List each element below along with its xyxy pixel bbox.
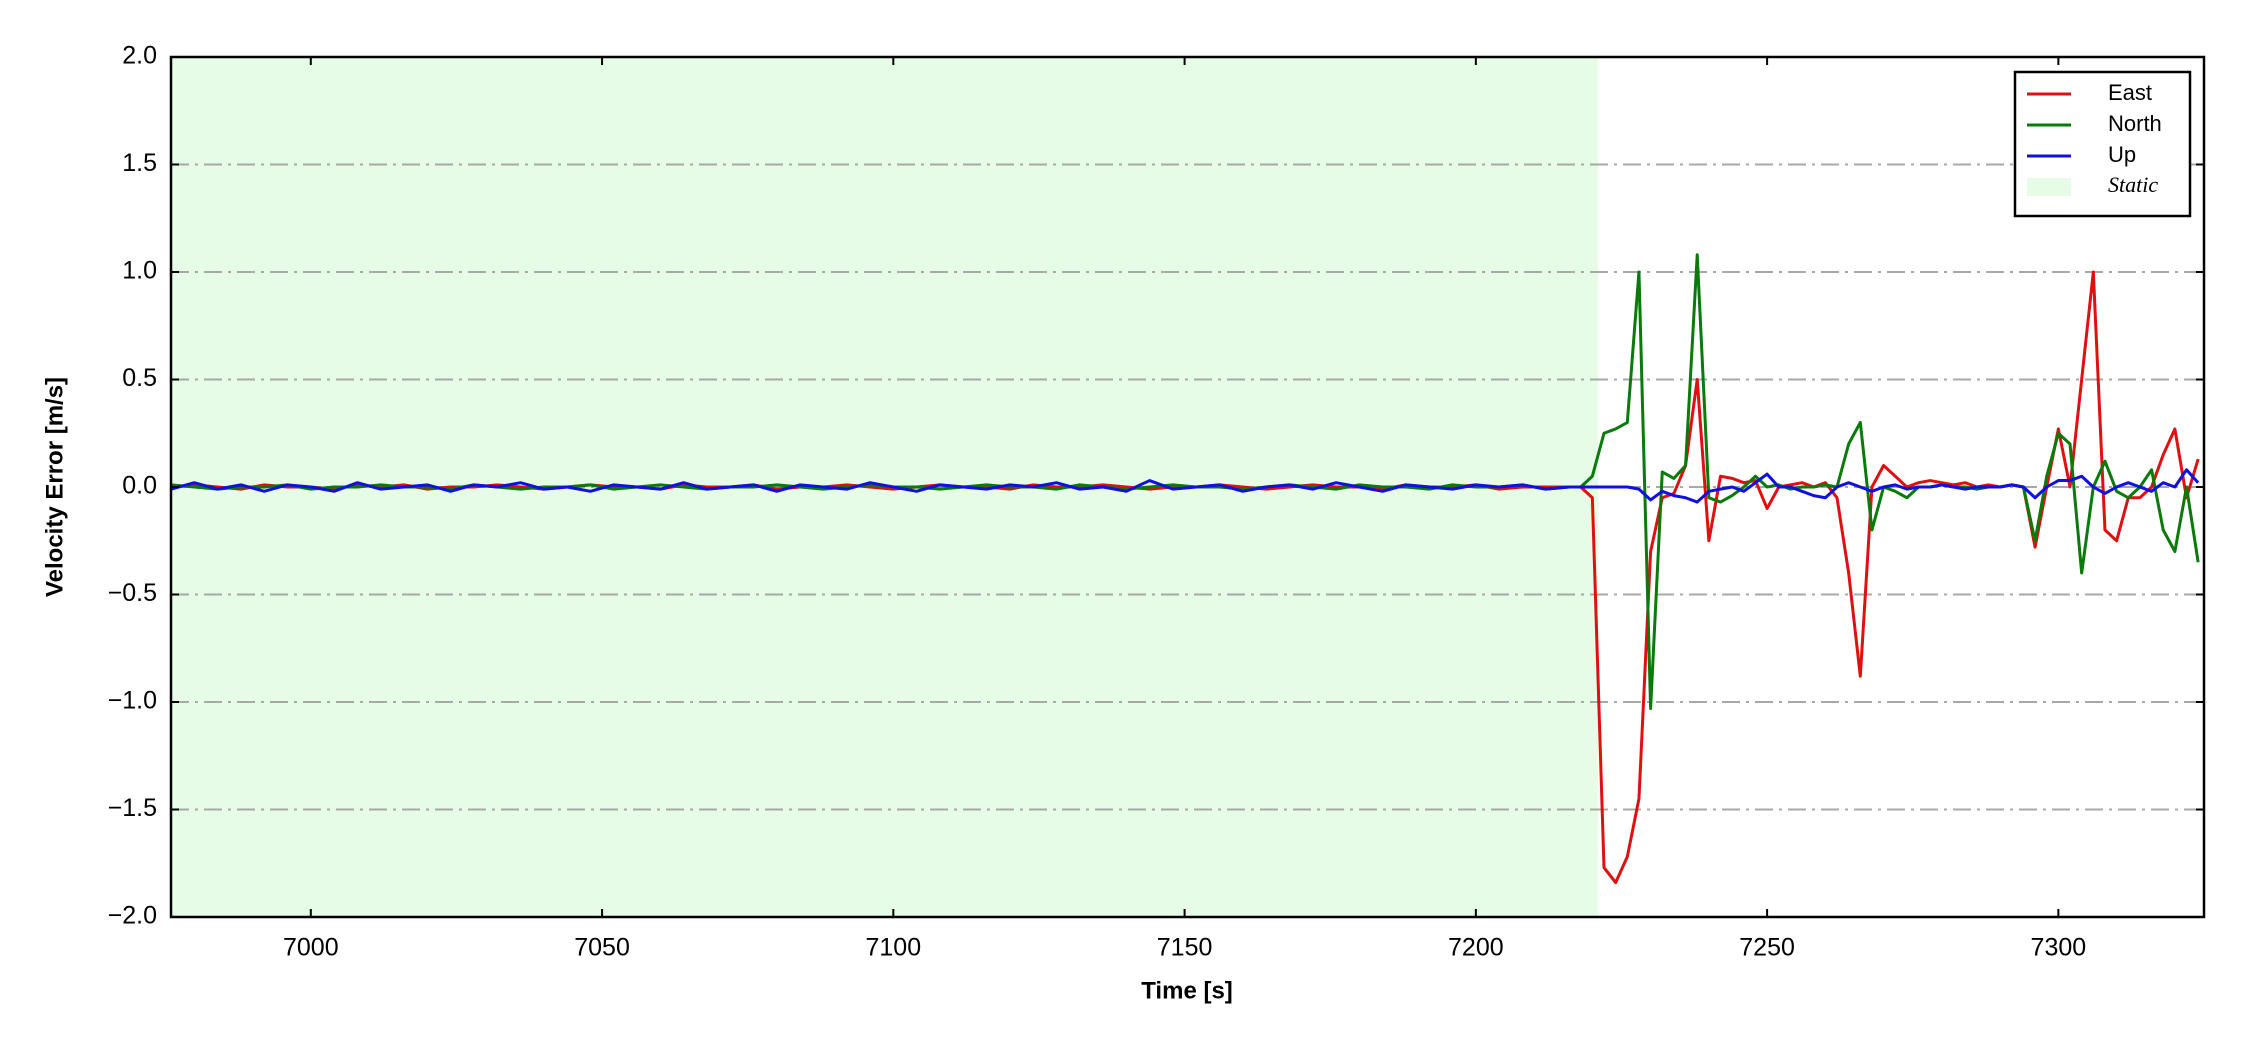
legend-label: Up <box>2108 142 2136 167</box>
legend: East North Up Static <box>2013 70 2192 218</box>
x-tick-label: 7050 <box>574 934 630 962</box>
lines-layer <box>170 253 2200 885</box>
y-tick-label: 2.0 <box>122 42 157 70</box>
x-tick-label: 7250 <box>1739 934 1795 962</box>
x-axis-label: Time [s] <box>1141 977 1233 1004</box>
legend-label: Static <box>2108 172 2158 197</box>
y-axis-label: Velocity Error [m/s] <box>41 377 68 597</box>
y-tick-label: 1.5 <box>122 149 157 177</box>
x-tick-label: 7000 <box>283 934 339 962</box>
legend-label: East <box>2108 80 2152 105</box>
legend-box <box>2013 70 2192 218</box>
x-tick-label: 7100 <box>866 934 922 962</box>
y-tick-label: −0.5 <box>108 579 157 607</box>
axes-layer: −2.0 −1.5 −1.0 −0.5 0.0 0.5 1.0 1.5 2.0 7000 7050 7… <box>108 42 2206 962</box>
x-tick-label: 7300 <box>2031 934 2087 962</box>
x-tick-label: 7150 <box>1157 934 1213 962</box>
y-tick-label: −2.0 <box>108 902 157 930</box>
y-tick-label: 0.0 <box>122 472 157 500</box>
plot-frame <box>169 55 2206 919</box>
legend-label: North <box>2108 111 2162 136</box>
series-line <box>170 468 2200 504</box>
x-tick-label: 7200 <box>1448 934 1504 962</box>
y-tick-label: 1.0 <box>122 257 157 285</box>
y-tick-label: 0.5 <box>122 364 157 392</box>
y-tick-label: −1.5 <box>108 794 157 822</box>
y-tick-label: −1.0 <box>108 687 157 715</box>
legend-swatch <box>2027 178 2071 196</box>
